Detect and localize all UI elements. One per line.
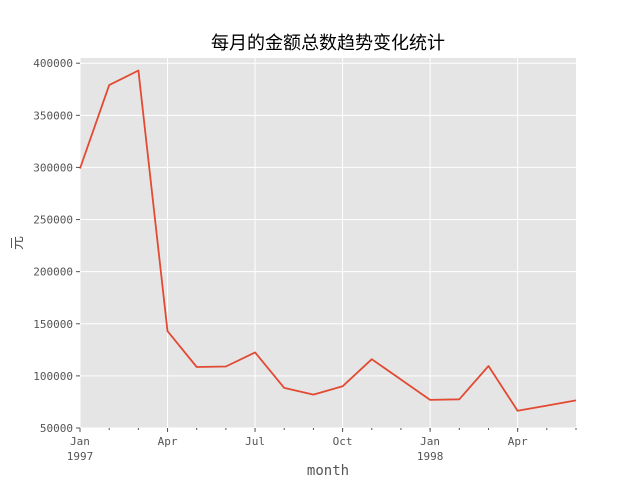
data-point: [253, 350, 257, 354]
x-tick-year-label: 1997: [67, 450, 94, 463]
x-tick-label: Jan: [420, 435, 440, 448]
x-tick-layer: Jan 1997 Apr Jul Oct Jan 1998 Apr: [67, 428, 577, 463]
x-tick-label: Apr: [508, 435, 528, 448]
data-point: [166, 329, 170, 333]
data-point: [370, 357, 374, 361]
data-point: [428, 398, 432, 402]
y-tick-layer: 50000 100000 150000 200000 250000 300000 35000…: [33, 57, 80, 435]
x-tick-label: Apr: [158, 435, 178, 448]
plot-area: [80, 58, 576, 428]
data-point: [399, 378, 403, 382]
y-tick-label: 300000: [33, 161, 73, 174]
y-tick-label: 150000: [33, 318, 73, 331]
y-tick-label: 350000: [33, 109, 73, 122]
y-tick-label: 250000: [33, 214, 73, 227]
data-point: [341, 384, 345, 388]
data-point: [545, 404, 549, 408]
y-tick-label: 100000: [33, 370, 73, 383]
line-layer: [79, 69, 578, 413]
x-tick-label: Oct: [333, 435, 353, 448]
data-point: [136, 69, 140, 73]
data-point: [107, 83, 111, 87]
chart-title: 每月的金额总数趋势变化统计: [211, 33, 445, 54]
x-tick-label: Jan: [70, 435, 90, 448]
x-axis-label: month: [307, 463, 349, 479]
data-point: [486, 364, 490, 368]
y-tick-label: 400000: [33, 57, 73, 70]
y-axis-label: 元: [10, 236, 26, 250]
y-tick-label: 50000: [40, 422, 73, 435]
data-point: [224, 365, 228, 369]
x-tick-year-label: 1998: [417, 450, 444, 463]
data-point: [195, 365, 199, 369]
series-line: [79, 69, 577, 412]
y-tick-label: 200000: [33, 266, 73, 279]
x-tick-label: Jul: [245, 435, 265, 448]
data-point: [574, 398, 578, 402]
data-point: [516, 409, 520, 413]
data-point: [282, 386, 286, 390]
data-point: [457, 397, 461, 401]
data-point: [311, 393, 315, 397]
grid-layer: [79, 58, 576, 429]
